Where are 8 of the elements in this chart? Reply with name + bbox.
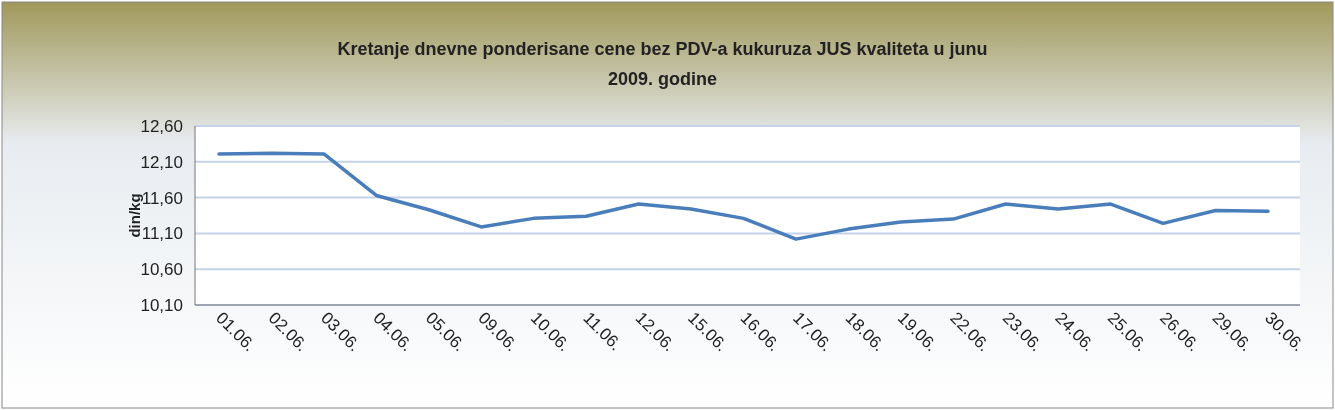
y-tick-label: 12,10 bbox=[140, 152, 183, 172]
y-tick-label: 10,60 bbox=[140, 260, 183, 280]
y-axis-title: din/kg bbox=[126, 193, 143, 238]
y-tick-label: 12,60 bbox=[140, 116, 183, 136]
chart-title: Kretanje dnevne ponderisane cene bez PDV-a kukuruza JUS kvaliteta u junu 2009. godine bbox=[337, 39, 988, 89]
y-tick-label: 11,10 bbox=[141, 224, 183, 244]
y-tick-label: 10,10 bbox=[140, 295, 183, 315]
line-series bbox=[217, 151, 1270, 241]
